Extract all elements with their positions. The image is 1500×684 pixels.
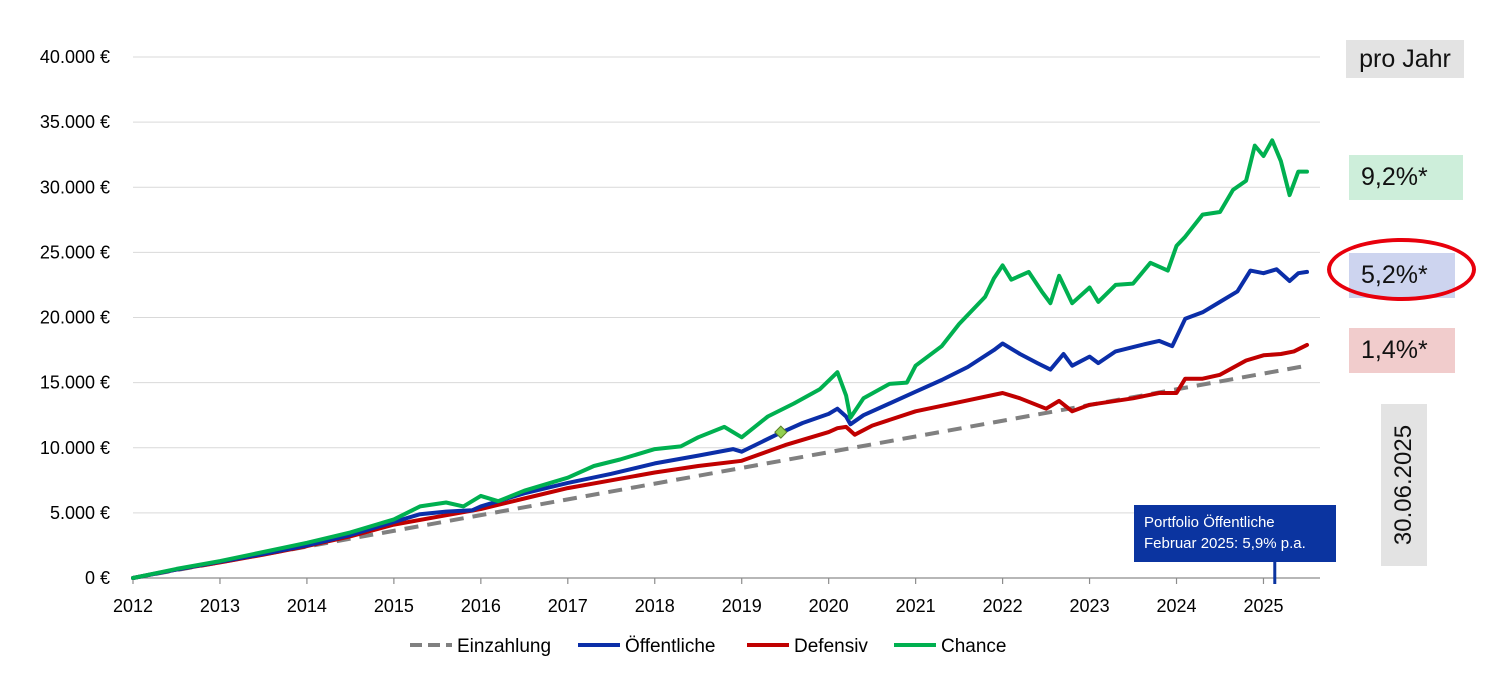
y-tick-label: 0 € — [85, 568, 110, 588]
y-tick-label: 40.000 € — [40, 47, 110, 67]
y-tick-label: 25.000 € — [40, 242, 110, 262]
x-tick-label: 2024 — [1156, 596, 1196, 616]
y-tick-label: 20.000 € — [40, 308, 110, 328]
series-line-ffentliche — [131, 267, 1309, 580]
x-tick-label: 2021 — [896, 596, 936, 616]
date-label: 30.06.2025 — [1390, 424, 1417, 546]
highlight-ellipse — [1327, 238, 1476, 301]
x-tick-label: 2013 — [200, 596, 240, 616]
y-tick-label: 15.000 € — [40, 373, 110, 393]
x-axis-ticks: 2012 2013 2014 2015 2016 2017 2018 2019 2020 2021… — [113, 578, 1283, 616]
data-marker — [774, 425, 788, 439]
legend-label: Chance — [941, 636, 1007, 657]
date-box — [1381, 404, 1427, 566]
grid-lines — [133, 56, 1320, 579]
x-tick-label: 2025 — [1243, 596, 1283, 616]
x-tick-label: 2017 — [548, 596, 588, 616]
series-line-defensiv — [131, 342, 1309, 580]
y-tick-label: 5.000 € — [50, 503, 110, 523]
legend-label: Öffentliche — [625, 636, 715, 657]
defensiv-return-label: 1,4%* — [1349, 328, 1455, 373]
x-tick-label: 2016 — [461, 596, 501, 616]
legend-label: Einzahlung — [457, 636, 551, 657]
x-tick-label: 2012 — [113, 596, 153, 616]
per-year-header: pro Jahr — [1346, 40, 1464, 78]
x-tick-label: 2023 — [1070, 596, 1110, 616]
x-tick-label: 2020 — [809, 596, 849, 616]
legend-label: Defensiv — [794, 636, 868, 657]
x-tick-label: 2022 — [983, 596, 1023, 616]
x-tick-label: 2015 — [374, 596, 414, 616]
y-tick-label: 10.000 € — [40, 438, 110, 458]
y-tick-label: 30.000 € — [40, 177, 110, 197]
series-lines — [131, 138, 1309, 584]
series-line-chance — [131, 138, 1309, 580]
x-tick-label: 2014 — [287, 596, 327, 616]
x-tick-label: 2019 — [722, 596, 762, 616]
y-tick-label: 35.000 € — [40, 112, 110, 132]
x-tick-label: 2018 — [635, 596, 675, 616]
chance-return-label: 9,2%* — [1349, 155, 1463, 200]
annotation-line-2: Februar 2025: 5,9% p.a. — [1144, 535, 1306, 552]
annotation-line-1: Portfolio Öffentliche — [1144, 514, 1275, 531]
portfolio-annotation: Portfolio Öffentliche Februar 2025: 5,9%… — [1134, 505, 1336, 562]
y-axis-ticks: 0 € 5.000 € 10.000 € 15.000 € 20.000 € 25.000… — [40, 47, 110, 588]
legend: Einzahlung Öffentliche Defensiv Chance — [410, 636, 1007, 657]
